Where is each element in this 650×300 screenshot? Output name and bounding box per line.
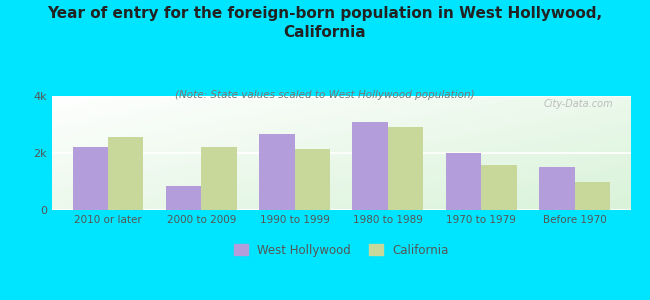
Bar [446, 153, 481, 210]
Bar [294, 149, 330, 210]
Text: Year of entry for the foreign-born population in West Hollywood,
California: Year of entry for the foreign-born popul… [47, 6, 603, 40]
Bar [108, 137, 144, 210]
Bar [352, 122, 388, 210]
Legend: West Hollywood, California: West Hollywood, California [234, 244, 448, 256]
Text: (Note: State values scaled to West Hollywood population): (Note: State values scaled to West Holly… [176, 90, 474, 100]
Bar [202, 147, 237, 210]
Bar [481, 165, 517, 210]
Bar [166, 186, 202, 210]
Bar [73, 147, 108, 210]
Bar [259, 134, 294, 210]
Bar [388, 127, 423, 210]
Bar [575, 182, 610, 210]
Text: City-Data.com: City-Data.com [543, 99, 613, 110]
Bar [539, 167, 575, 210]
